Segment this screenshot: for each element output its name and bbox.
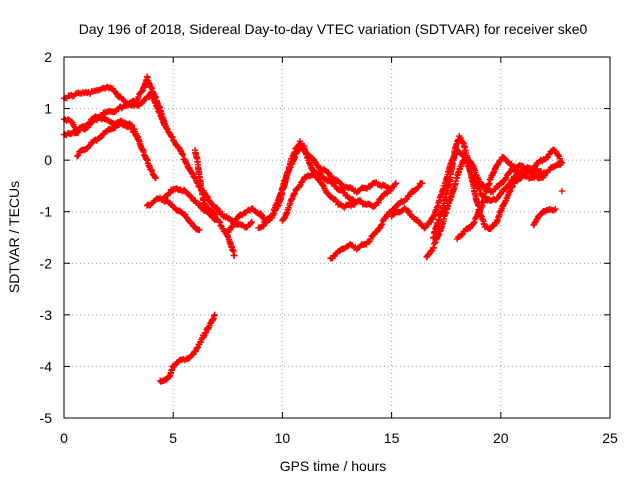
data-point	[204, 325, 212, 333]
data-point	[216, 208, 224, 215]
data-point	[152, 174, 159, 182]
data-point	[375, 199, 382, 206]
data-point	[296, 182, 303, 190]
data-point	[356, 197, 364, 204]
data-point	[73, 129, 81, 137]
data-point	[471, 218, 478, 226]
data-point	[507, 187, 514, 195]
data-points	[60, 73, 566, 386]
data-point	[247, 220, 254, 227]
data-point	[74, 152, 82, 159]
data-point	[231, 252, 238, 259]
data-point	[196, 226, 203, 233]
data-point	[496, 157, 504, 164]
data-point	[532, 172, 539, 179]
data-point	[207, 211, 214, 218]
data-point	[392, 180, 400, 187]
data-point	[388, 185, 395, 192]
y-tick-label: -4	[40, 358, 53, 374]
x-axis-label: GPS time / hours	[280, 458, 387, 474]
grid-lines	[64, 57, 610, 418]
data-point	[313, 160, 320, 168]
data-point	[151, 174, 159, 181]
y-axis-label: SDTVAR / TECUs	[6, 181, 22, 293]
x-tick-label: 5	[169, 430, 177, 446]
data-point	[351, 198, 358, 205]
data-point	[248, 218, 256, 226]
y-tick-label: -1	[40, 204, 53, 220]
data-point	[135, 133, 142, 141]
data-point	[459, 139, 467, 146]
data-point	[325, 169, 332, 176]
plot-border	[63, 56, 611, 419]
data-point	[415, 183, 423, 190]
data-point	[458, 231, 465, 239]
y-tick-label: -3	[40, 307, 53, 323]
data-point	[511, 165, 519, 173]
y-tick-label: -2	[40, 255, 53, 271]
y-tick-label: 1	[44, 101, 52, 117]
data-point	[188, 194, 195, 201]
data-point	[216, 219, 224, 226]
data-point	[211, 311, 218, 319]
data-point	[552, 205, 559, 213]
data-point	[541, 172, 548, 179]
data-point	[97, 133, 105, 141]
x-tick-label: 0	[60, 430, 68, 446]
data-point	[558, 187, 566, 195]
data-point	[391, 181, 399, 188]
data-point	[472, 214, 480, 221]
data-point	[508, 184, 516, 191]
data-point	[402, 196, 409, 203]
data-point	[203, 193, 211, 200]
x-tick-label: 20	[493, 430, 509, 446]
data-point	[169, 133, 176, 141]
data-point	[270, 210, 278, 217]
data-point	[161, 120, 168, 128]
y-tick-label: 0	[44, 152, 52, 168]
data-point	[378, 221, 386, 228]
data-point	[405, 208, 413, 215]
y-tick-label: -5	[40, 410, 53, 426]
data-point	[378, 222, 385, 229]
x-tick-label: 10	[275, 430, 291, 446]
data-point	[74, 128, 82, 136]
data-point	[476, 186, 484, 194]
data-point	[87, 142, 94, 149]
y-tick-label: 2	[44, 49, 52, 65]
data-point	[215, 218, 223, 225]
data-point	[558, 159, 566, 166]
data-point	[496, 191, 504, 198]
data-point	[476, 185, 483, 193]
x-tick-label: 25	[602, 430, 618, 446]
data-point	[418, 180, 426, 187]
data-point	[148, 166, 155, 173]
data-point	[128, 124, 135, 131]
data-point	[506, 188, 513, 196]
data-point	[543, 154, 550, 162]
x-tick-label: 15	[384, 430, 400, 446]
data-point	[87, 119, 94, 126]
data-point	[329, 179, 336, 186]
data-point	[414, 184, 422, 191]
chart-title: Day 196 of 2018, Sidereal Day-to-day VTE…	[79, 21, 588, 37]
data-point	[422, 224, 429, 231]
data-point	[73, 152, 81, 160]
data-point	[470, 220, 477, 227]
data-point	[404, 207, 412, 214]
